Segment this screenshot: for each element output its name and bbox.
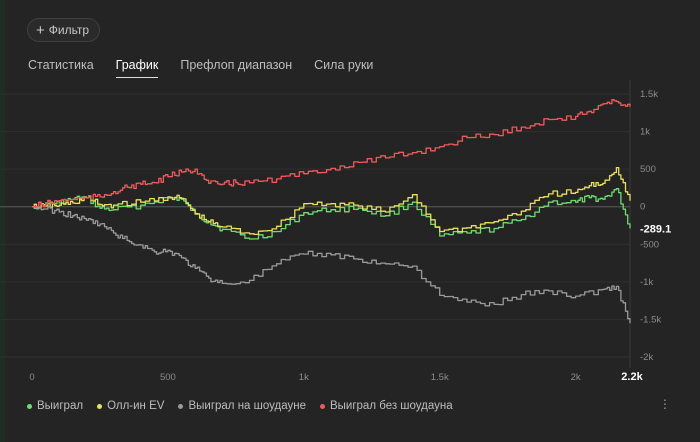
legend-dot-won (27, 403, 32, 409)
x-tick-label: 1k (299, 372, 309, 383)
legend-dot-showdown (178, 403, 184, 409)
legend-label-non-showdown: Выиграл без шоудауна (329, 400, 453, 412)
legend-item-won[interactable]: Выиграл (27, 400, 83, 412)
x-tick-label: 2.2k (621, 371, 643, 383)
tab-preflop-range[interactable]: Префлоп диапазон (180, 58, 293, 72)
legend-item-showdown[interactable]: Выиграл на шоудауне (178, 400, 306, 412)
series-line-3 (32, 205, 631, 324)
y-tick-label: -2k (640, 352, 653, 363)
tab-statistics[interactable]: Статистика (28, 58, 94, 72)
y-tick-label: 1k (640, 127, 650, 138)
profit-chart: 1.5k 1k 500 0 -500 -1k -1.5k -2k 0 500 1k 1.5k 2k 2.2… (0, 80, 671, 383)
y-tick-label: 0 (640, 202, 645, 213)
x-tick-label: 1.5k (431, 372, 449, 383)
tab-graph[interactable]: График (115, 58, 159, 78)
y-tick-label: -1.5k (640, 314, 661, 325)
tab-bar: Статистика График Префлоп диапазон Сила … (28, 58, 395, 78)
legend-dot-non-showdown (319, 403, 325, 409)
legend-item-non-showdown[interactable]: Выиграл без шоудауна (319, 400, 453, 412)
left-edge-strip (0, 0, 5, 442)
x-tick-label: 0 (29, 372, 34, 383)
legend-item-allin-ev[interactable]: Олл-ин EV (97, 400, 164, 412)
series-line-4 (32, 99, 631, 208)
y-tick-label: 500 (640, 164, 656, 175)
end-value-label: -289.1 (640, 223, 671, 235)
filter-button[interactable]: + Фильтр (27, 18, 101, 42)
series-line-1 (32, 188, 631, 240)
y-tick-label: 1.5k (640, 89, 658, 100)
series-line-2 (32, 166, 631, 236)
x-tick-label: 500 (160, 372, 176, 383)
filter-button-label: Фильтр (48, 23, 90, 37)
y-tick-label: -1k (640, 277, 653, 288)
x-tick-label: 2k (571, 372, 581, 383)
legend-label-allin-ev: Олл-ин EV (107, 400, 165, 412)
legend-dot-allin-ev (97, 403, 103, 409)
legend-label-showdown: Выиграл на шоудауне (188, 400, 306, 412)
tab-hand-strength[interactable]: Сила руки (314, 58, 374, 72)
plus-icon: + (36, 21, 45, 39)
y-tick-label: -500 (640, 239, 659, 250)
legend-label-won: Выиграл (37, 400, 84, 412)
chart-legend: Выиграл Олл-ин EV Выиграл на шоудауне Вы… (27, 400, 467, 412)
more-options-icon[interactable]: · · · (662, 391, 668, 415)
